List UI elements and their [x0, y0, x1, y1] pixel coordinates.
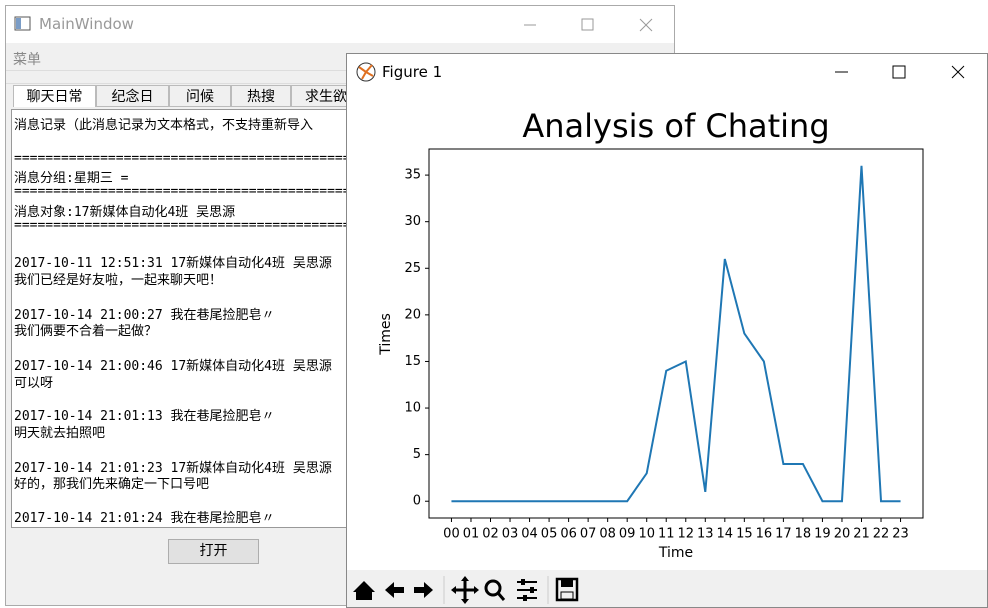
x-tick-label: 18	[795, 527, 812, 542]
configure-button[interactable]	[517, 579, 537, 601]
save-button[interactable]	[555, 577, 579, 602]
log-line: 2017-10-14 21:00:46 17新媒体自动化4班 吴思源	[14, 359, 332, 374]
x-tick-label: 17	[775, 527, 792, 542]
log-line: 2017-10-14 21:01:23 17新媒体自动化4班 吴思源	[14, 461, 332, 476]
log-line: 2017-10-14 21:01:24 我在巷尾捡肥皂〃	[14, 511, 275, 526]
log-line: 可以呀	[14, 376, 54, 391]
x-tick-label: 05	[541, 527, 558, 542]
x-tick-label: 02	[482, 527, 499, 542]
toolbar-icons	[353, 576, 579, 604]
x-tick-label: 13	[697, 527, 714, 542]
title-bar: MainWindow	[6, 6, 674, 43]
log-line: 我们俩要不合着一起做？	[14, 324, 158, 339]
log-line: 明天就去拍照吧	[14, 426, 106, 441]
x-tick-label: 06	[560, 527, 577, 542]
tab[interactable]: 热搜	[231, 85, 291, 107]
x-tick-label: 12	[677, 527, 694, 542]
x-axis-label: Time	[658, 545, 693, 561]
back-button[interactable]	[385, 582, 404, 598]
x-tick-label: 15	[736, 527, 753, 542]
y-tick-label: 35	[404, 168, 421, 183]
x-tick-label: 01	[463, 527, 480, 542]
tab[interactable]: 问候	[169, 85, 231, 107]
log-line: 消息记录（此消息记录为文本格式，不支持重新导入	[14, 118, 314, 133]
figure-window: Figure 1 Analysis of Chating Time Times …	[346, 53, 988, 608]
forward-button[interactable]	[414, 582, 433, 598]
zoom-button[interactable]	[484, 579, 506, 601]
log-line: 我们已经是好友啦，一起来聊天吧！	[14, 273, 223, 288]
x-tick-label: 09	[619, 527, 636, 542]
log-line: 2017-10-11 12:51:31 17新媒体自动化4班 吴思源	[14, 256, 332, 271]
tab[interactable]: 聊天日常	[13, 85, 96, 107]
x-tick-label: 08	[599, 527, 616, 542]
y-axis-label: Times	[378, 313, 394, 356]
log-line: 2017-10-14 21:01:13 我在巷尾捡肥皂〃	[14, 409, 275, 424]
x-tick-label: 00	[443, 527, 460, 542]
y-tick-label: 30	[404, 214, 421, 229]
chart: Analysis of Chating Time Times 051015202…	[378, 107, 924, 561]
log-line: 消息分组:星期三 =	[14, 171, 129, 186]
y-tick-label: 5	[413, 447, 421, 462]
y-tick-label: 25	[404, 261, 421, 276]
log-line: 好的，那我们先来确定一下口号吧	[14, 477, 210, 492]
y-tick-label: 20	[404, 307, 421, 322]
toolbar	[6, 70, 674, 84]
x-tick-label: 20	[834, 527, 851, 542]
x-tick-label: 10	[638, 527, 655, 542]
menu[interactable]: 菜单	[13, 52, 41, 68]
pan-button[interactable]	[451, 576, 479, 604]
y-tick-label: 0	[413, 494, 421, 509]
plot-area	[428, 148, 924, 519]
data-line	[451, 165, 901, 503]
figure-toolbar	[347, 570, 987, 607]
x-tick-label: 19	[814, 527, 831, 542]
figure-title: Figure 1	[382, 63, 443, 81]
x-tick-label: 14	[717, 527, 734, 542]
x-tick-label: 22	[873, 527, 890, 542]
app-icon	[14, 16, 31, 31]
y-tick-label: 15	[404, 354, 421, 369]
y-tick-label: 10	[404, 401, 421, 416]
log-line: 2017-10-14 21:00:27 我在巷尾捡肥皂〃	[14, 308, 275, 323]
x-tick-label: 23	[892, 527, 909, 542]
home-button[interactable]	[353, 581, 375, 600]
log-line: 消息对象:17新媒体自动化4班 吴思源	[14, 205, 236, 220]
chart-title: Analysis of Chating	[522, 107, 829, 145]
window-controls[interactable]	[516, 14, 666, 36]
figure-icon	[356, 62, 376, 82]
x-tick-label: 07	[580, 527, 597, 542]
x-tick-label: 04	[521, 527, 538, 542]
x-tick-label: 21	[853, 527, 870, 542]
x-tick-label: 03	[502, 527, 519, 542]
window-title: MainWindow	[39, 15, 134, 33]
x-tick-label: 16	[756, 527, 773, 542]
window-controls[interactable]	[827, 60, 987, 84]
x-tick-label: 11	[658, 527, 675, 542]
tab[interactable]: 求生欲	[291, 85, 361, 107]
open-button[interactable]: 打开	[168, 539, 259, 564]
tab[interactable]: 纪念日	[96, 85, 169, 107]
